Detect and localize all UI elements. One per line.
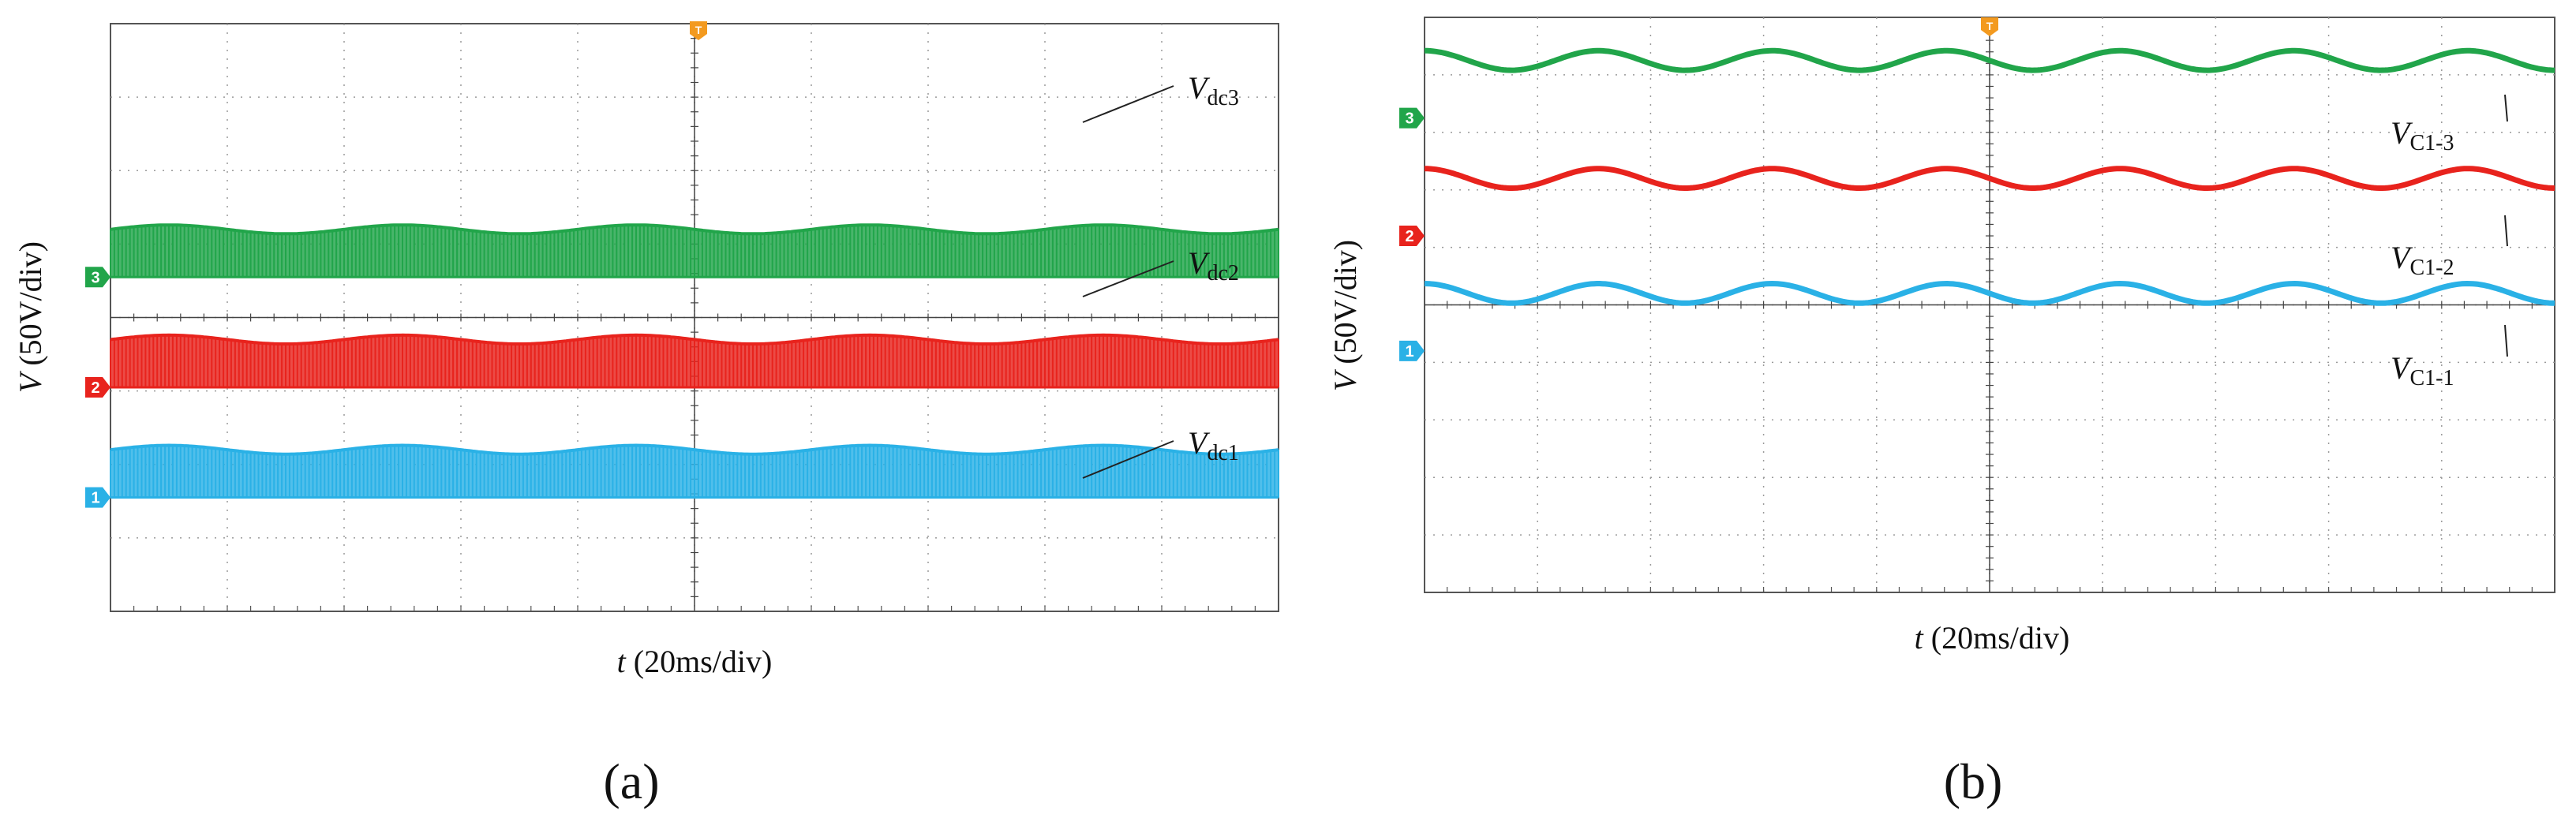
panel-label: (a) [603, 753, 659, 809]
y-axis-label: V (50V/div) [13, 241, 48, 393]
series-label-symbol: V [1188, 245, 1211, 281]
series-label-symbol: V [1188, 425, 1211, 461]
channel-marker-number: 3 [91, 269, 99, 286]
channel-marker-1: 1 [1399, 340, 1425, 361]
channel-marker-arrow-icon [1399, 226, 1425, 247]
series-label-subscript: dc1 [1207, 441, 1238, 465]
series-label-text: Vdc2 [1188, 245, 1239, 286]
trigger-arrow-icon [1981, 17, 1998, 36]
trigger-letter: T [695, 24, 702, 36]
leader-line [1082, 440, 1174, 479]
series-layer [110, 223, 1279, 499]
series-label-subscript: C1-2 [2409, 256, 2454, 280]
series-envelope-Vdc2 [110, 333, 1279, 346]
y-axis-symbol: V [13, 370, 48, 393]
leader-line [1082, 260, 1174, 297]
channel-marker-arrow-icon [85, 376, 110, 398]
y-axis-label: V (50V/div) [1327, 240, 1363, 391]
channel-marker-3: 3 [1399, 107, 1425, 129]
series-label-symbol: V [2391, 240, 2413, 275]
channel-marker-arrow-icon [85, 267, 110, 288]
series-label-subscript: dc3 [1207, 86, 1238, 110]
series-label-symbol: V [2391, 350, 2413, 386]
series-label-VC1-1: VC1-1 [2391, 324, 2508, 390]
channel-marker-arrow-icon [1399, 340, 1425, 361]
series-label-subscript: C1-3 [2409, 131, 2454, 155]
channel-marker-3: 3 [85, 267, 110, 288]
series-label-text: VC1-3 [2391, 115, 2454, 155]
series-label-Vdc2: Vdc2 [1082, 245, 1239, 297]
series-label-text: Vdc3 [1188, 70, 1239, 110]
y-axis-unit: (50V/div) [1327, 240, 1363, 372]
channel-marker-number: 2 [91, 379, 99, 397]
series-label-VC1-2: VC1-2 [2391, 215, 2508, 280]
series-line-VC1-1 [1424, 281, 2555, 306]
series-envelope-Vdc1 [110, 443, 1279, 456]
y-axis-symbol: V [1327, 368, 1363, 391]
series-label-symbol: V [2391, 115, 2413, 151]
series-label-subscript: C1-1 [2409, 366, 2454, 390]
channel-marker-arrow-icon [1399, 107, 1425, 129]
series-label-text: VC1-2 [2391, 240, 2454, 280]
series-line-VC1-3 [1425, 47, 2555, 73]
x-axis-label: t (20ms/div) [1915, 620, 2070, 656]
x-axis-unit: (20ms/div) [1923, 620, 2070, 656]
leader-line [1082, 85, 1174, 123]
series-label-text: Vdc1 [1188, 425, 1239, 465]
trigger-marker: T [690, 21, 707, 40]
leader-line [2504, 94, 2508, 122]
series-layer [1424, 47, 2555, 306]
panel-label: (b) [1944, 753, 2003, 809]
channel-marker-1: 1 [85, 487, 110, 508]
leader-line [2504, 215, 2508, 247]
channel-markers: 3 2 1 [1399, 107, 1425, 361]
series-label-VC1-3: VC1-3 [2391, 94, 2508, 155]
trigger-letter: T [1986, 20, 1994, 32]
series-label-text: VC1-1 [2391, 350, 2454, 390]
channel-marker-arrow-icon [85, 487, 110, 508]
series-switching-Vdc3 [110, 225, 1279, 278]
series-label-Vdc1: Vdc1 [1082, 425, 1239, 479]
series-switching-Vdc2 [110, 334, 1279, 387]
x-axis-label: t (20ms/div) [617, 644, 773, 679]
channel-marker-number: 1 [1405, 343, 1413, 360]
series-envelope-Vdc3 [110, 223, 1279, 236]
series-switching-Vdc1 [110, 445, 1279, 498]
channel-marker-2: 2 [85, 376, 110, 398]
leader-line [2504, 324, 2508, 357]
x-axis-unit: (20ms/div) [626, 644, 773, 679]
channel-marker-number: 1 [91, 490, 99, 507]
series-label-symbol: V [1188, 70, 1211, 106]
x-axis-symbol: t [617, 644, 627, 679]
trigger-arrow-icon [690, 21, 707, 40]
channel-marker-number: 2 [1405, 228, 1413, 245]
series-label-subscript: dc2 [1207, 261, 1238, 286]
series-label-Vdc3: Vdc3 [1082, 70, 1239, 123]
y-axis-unit: (50V/div) [13, 241, 48, 374]
x-axis-symbol: t [1915, 620, 1924, 656]
channel-marker-2: 2 [1399, 226, 1425, 247]
series-line-VC1-2 [1424, 166, 2555, 191]
channel-markers: 3 2 1 [85, 267, 110, 508]
channel-marker-number: 3 [1405, 110, 1413, 128]
trigger-marker: T [1981, 17, 1998, 36]
